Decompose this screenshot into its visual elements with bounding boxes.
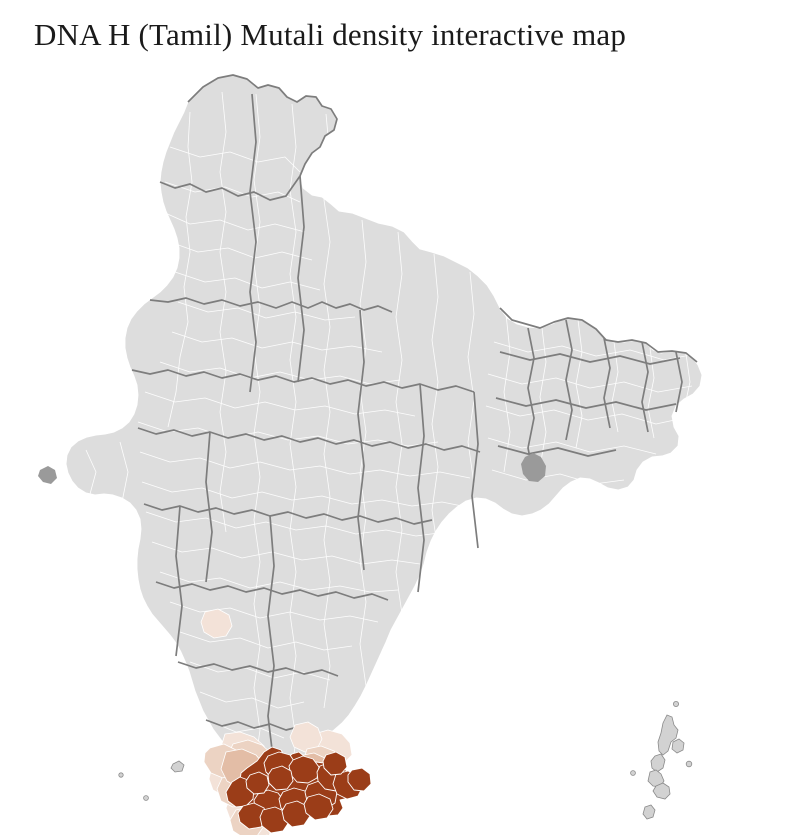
- page-title: DNA H (Tamil) Mutali density interactive…: [34, 17, 627, 52]
- coastal-territories: [38, 453, 546, 484]
- district-high-density[interactable]: [225, 746, 372, 834]
- andaman-nicobar-islands: [118, 701, 693, 820]
- india-landmass: [65, 74, 703, 827]
- india-choropleth-map[interactable]: [0, 52, 788, 835]
- state-boundaries: [131, 74, 698, 767]
- india-map-container[interactable]: [0, 52, 788, 835]
- tamil-nadu-districts[interactable]: [200, 608, 372, 835]
- district-tint-1[interactable]: [200, 608, 233, 639]
